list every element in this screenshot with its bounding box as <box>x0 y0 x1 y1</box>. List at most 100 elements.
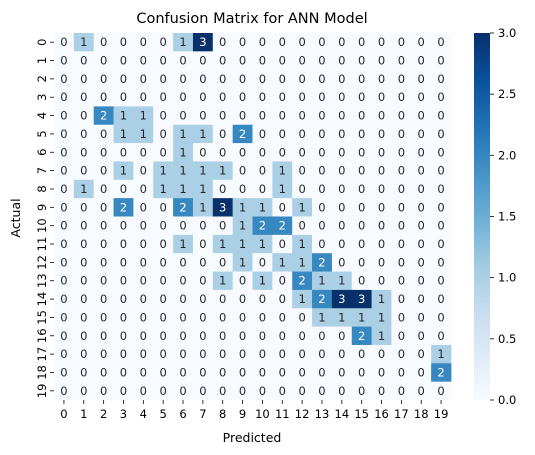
cell-value-label: 0 <box>338 365 345 379</box>
heatmap-cell <box>272 289 293 309</box>
heatmap-cell <box>113 216 134 236</box>
heatmap-cell <box>73 363 95 383</box>
x-tick-label: 9 <box>239 407 246 421</box>
cell-value-label: 0 <box>298 329 305 343</box>
cell-value-label: 0 <box>100 310 107 324</box>
cell-value-label: 1 <box>179 164 186 178</box>
heatmap-cell <box>351 51 372 71</box>
cell-value-label: 0 <box>318 72 325 86</box>
cell-value-label: 0 <box>298 384 305 398</box>
heatmap-cell <box>391 143 412 162</box>
heatmap-cell <box>431 51 452 71</box>
x-tick-label: 12 <box>295 407 310 421</box>
cell-value-label: 0 <box>140 329 147 343</box>
heatmap-cell <box>331 88 353 107</box>
cell-value-label: 0 <box>199 54 206 68</box>
heatmap-cell <box>431 88 452 107</box>
cell-value-label: 0 <box>239 72 246 86</box>
heatmap-cell <box>312 33 333 52</box>
cell-value-label: 0 <box>219 384 226 398</box>
cell-value-label: 0 <box>100 365 107 379</box>
cell-value-label: 0 <box>219 292 226 306</box>
heatmap-cell <box>312 143 333 162</box>
heatmap-cell <box>73 289 95 309</box>
x-tick-label: 19 <box>434 407 449 421</box>
cell-value-label: 0 <box>140 35 147 49</box>
heatmap-cell <box>292 216 313 236</box>
cell-value-label: 0 <box>418 219 425 233</box>
cell-value-label: 0 <box>398 182 405 196</box>
chart-title: Confusion Matrix for ANN Model <box>136 11 367 27</box>
heatmap-cell <box>232 179 253 199</box>
heatmap-cell <box>192 179 214 199</box>
heatmap-cell <box>431 253 452 272</box>
cell-value-label: 0 <box>358 255 365 269</box>
heatmap-cell <box>371 143 392 162</box>
cell-value-label: 0 <box>437 54 444 68</box>
heatmap-cell <box>54 88 75 107</box>
cell-value-label: 1 <box>239 255 246 269</box>
cell-value-label: 1 <box>239 219 246 233</box>
cell-value-label: 0 <box>259 90 266 104</box>
cell-value-label: 0 <box>298 109 305 123</box>
heatmap-cell <box>54 33 75 52</box>
cell-value-label: 0 <box>279 292 286 306</box>
heatmap-cell <box>431 143 452 162</box>
heatmap-cell <box>371 234 392 254</box>
heatmap-cell <box>371 216 392 236</box>
heatmap-cell <box>113 106 134 126</box>
heatmap-cell <box>192 308 214 327</box>
heatmap-cell <box>113 51 134 71</box>
heatmap-cell <box>391 326 412 346</box>
heatmap-cell <box>93 106 114 126</box>
cell-value-label: 0 <box>338 200 345 214</box>
heatmap-cell <box>232 363 253 383</box>
heatmap-cell <box>192 271 214 291</box>
cell-value-label: 0 <box>358 164 365 178</box>
cell-value-label: 0 <box>338 219 345 233</box>
heatmap-cell <box>73 161 95 181</box>
cell-value-label: 0 <box>398 274 405 288</box>
cell-value-label: 2 <box>358 329 365 343</box>
y-tick-label: 14 <box>35 292 49 307</box>
cell-value-label: 0 <box>120 90 127 104</box>
heatmap-cell <box>93 51 114 71</box>
heatmap-cell <box>113 179 134 199</box>
heatmap-cell <box>173 363 194 383</box>
heatmap-cell <box>351 326 372 346</box>
heatmap-cell <box>252 289 273 309</box>
heatmap-cell <box>272 381 293 401</box>
cell-value-label: 0 <box>80 90 87 104</box>
cell-value-label: 0 <box>160 329 167 343</box>
heatmap-cell <box>133 234 154 254</box>
heatmap-cell <box>73 106 95 126</box>
heatmap-cell <box>431 198 452 217</box>
cell-value-label: 0 <box>179 384 186 398</box>
heatmap-cell <box>113 234 134 254</box>
x-tick-label: 16 <box>374 407 389 421</box>
heatmap-cell <box>331 124 353 144</box>
heatmap-cell <box>212 381 234 401</box>
cell-value-label: 0 <box>219 255 226 269</box>
cell-value-label: 0 <box>120 54 127 68</box>
cell-value-label: 0 <box>358 347 365 361</box>
cell-value-label: 0 <box>140 347 147 361</box>
heatmap-cell <box>252 33 273 52</box>
cell-value-label: 0 <box>80 54 87 68</box>
cell-value-label: 2 <box>318 292 325 306</box>
cell-value-label: 0 <box>80 365 87 379</box>
colorbar-tick-label: 1.5 <box>498 210 516 224</box>
heatmap-cell <box>232 124 253 144</box>
heatmap-cell <box>153 253 174 272</box>
cell-value-label: 1 <box>160 164 167 178</box>
cell-value-label: 0 <box>179 292 186 306</box>
heatmap-cell <box>431 289 452 309</box>
cell-value-label: 0 <box>398 365 405 379</box>
cell-value-label: 1 <box>179 182 186 196</box>
cell-value-label: 1 <box>298 237 305 251</box>
cell-value-label: 3 <box>199 35 206 49</box>
cell-value-label: 1 <box>298 200 305 214</box>
heatmap-cell <box>252 381 273 401</box>
heatmap-cell <box>331 271 353 291</box>
